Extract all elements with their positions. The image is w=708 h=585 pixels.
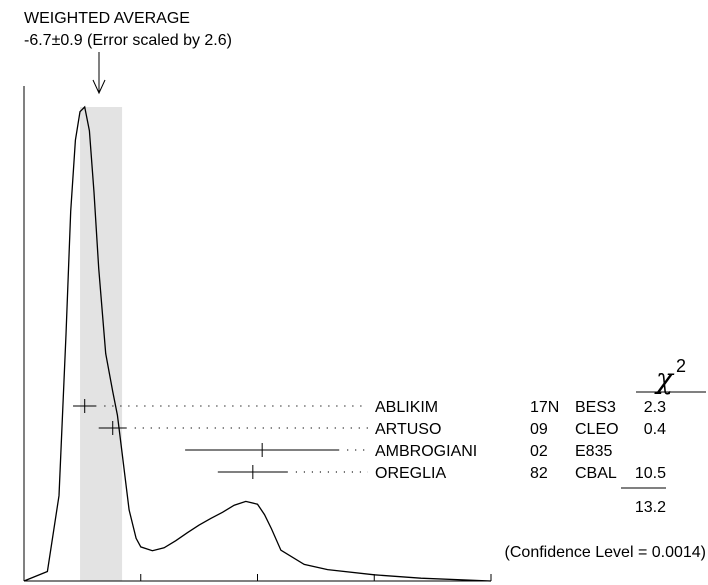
chi2-symbol: χ [654,362,675,395]
measurement-author: OREGLIA [375,465,446,482]
measurement-year: 09 [530,421,548,438]
measurement-experiment: E835 [575,443,612,460]
measurements: ABLIKIM 17N BES3 2.3 ARTUSO 09 CLEO 0.4 AMBROGIA… [73,399,666,482]
chart-title: WEIGHTED AVERAGE [24,10,190,27]
measurement-year: 17N [530,399,559,416]
measurement-experiment: CBAL [575,465,617,482]
measurement-chi2: 2.3 [644,399,666,416]
measurement-experiment: BES3 [575,399,616,416]
measurement-author: AMBROGIANI [375,443,477,460]
chi2-superscript: 2 [676,356,686,376]
measurement-year: 82 [530,465,548,482]
average-arrow [92,52,106,95]
measurement-chi2: 0.4 [644,421,666,438]
chi2-total: 13.2 [635,499,666,516]
measurement-author: ABLIKIM [375,399,438,416]
average-error-band [80,107,123,581]
chi2-header: χ 2 [636,356,706,395]
ideogram-curve [23,105,492,582]
x-ticks: -10-50510 [23,574,492,581]
measurement-year: 02 [530,443,548,460]
measurement-author: ARTUSO [375,421,441,438]
chart-subtitle: -6.7±0.9 (Error scaled by 2.6) [24,32,232,49]
measurement-chi2: 10.5 [635,465,666,482]
confidence-level: (Confidence Level = 0.0014) [505,544,706,561]
measurement-experiment: CLEO [575,421,619,438]
